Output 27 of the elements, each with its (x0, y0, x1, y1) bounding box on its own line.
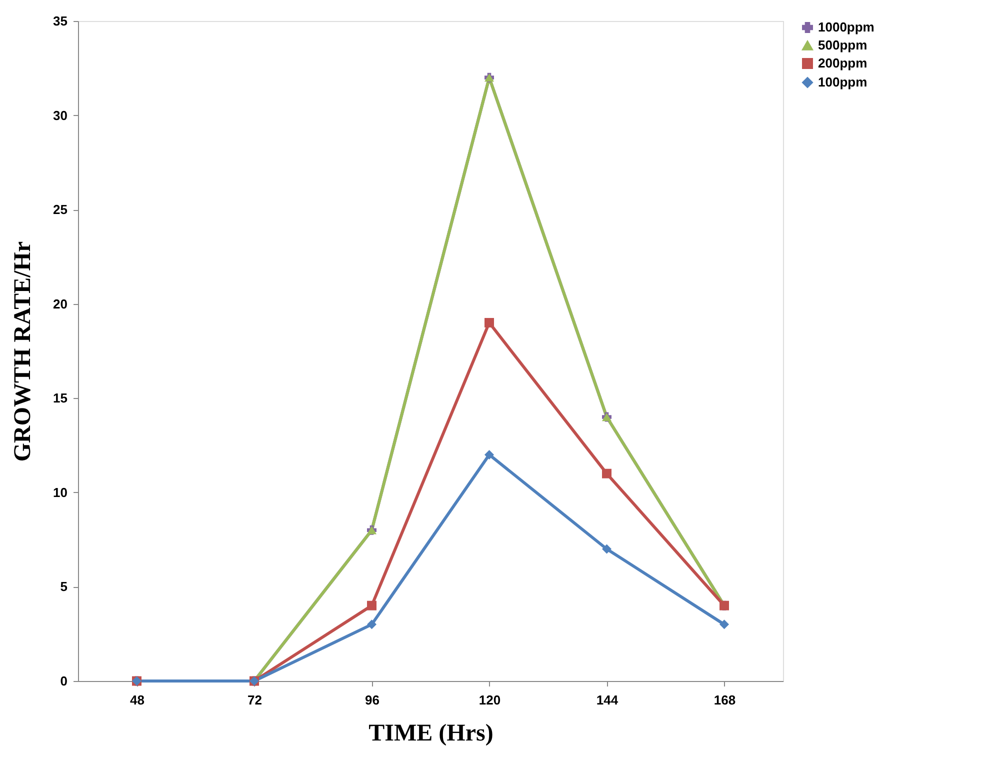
y-tick-label: 30 (53, 108, 68, 123)
point (602, 468, 612, 478)
legend-label: 100ppm (818, 74, 868, 90)
x-tick-label: 168 (714, 692, 736, 708)
point (367, 600, 376, 610)
point (367, 620, 376, 630)
y-tick-label: 15 (53, 390, 68, 406)
point (484, 450, 494, 460)
point (484, 318, 494, 328)
y-tick-label: 20 (53, 296, 68, 312)
point (602, 544, 612, 554)
point (720, 620, 729, 630)
x-tick-label: 72 (248, 692, 262, 708)
legend-label: 500ppm (818, 38, 868, 52)
y-axis-title: GROWTH RATE/Hr (10, 241, 36, 462)
x-tick-label: 144 (596, 692, 619, 708)
y-tick-label: 5 (60, 579, 68, 594)
x-axis-title: TIME (Hrs) (368, 720, 494, 746)
x-tick-label: 120 (478, 692, 501, 708)
legend-label: 1000ppm (818, 20, 874, 34)
legend-label: 200ppm (818, 56, 868, 70)
y-tick-label: 25 (53, 202, 68, 218)
x-tick-label: 96 (365, 692, 380, 708)
y-tick-label: 0 (60, 674, 68, 688)
x-tick-label: 48 (130, 692, 144, 708)
y-tick-label: 10 (53, 484, 68, 500)
y-tick-label: 35 (53, 14, 68, 28)
